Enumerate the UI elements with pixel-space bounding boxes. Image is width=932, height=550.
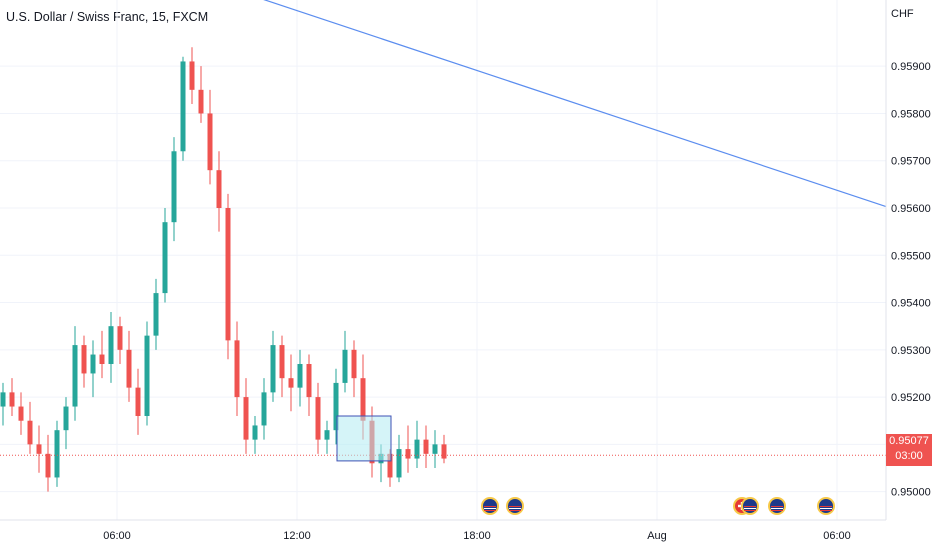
candle-body bbox=[207, 113, 213, 171]
candle-body bbox=[81, 345, 87, 374]
price-tick-label: 0.95800 bbox=[891, 108, 931, 120]
candle-body bbox=[297, 364, 303, 388]
time-tick-label: 06:00 bbox=[103, 530, 131, 542]
candle-body bbox=[261, 392, 267, 426]
candle-body bbox=[72, 345, 78, 407]
time-tick-label: Aug bbox=[647, 530, 667, 542]
chart-title: U.S. Dollar / Swiss Franc, 15, FXCM bbox=[6, 10, 209, 24]
trend-line bbox=[263, 0, 887, 208]
time-tick-label: 18:00 bbox=[463, 530, 491, 542]
us-flag-icon[interactable] bbox=[768, 497, 786, 515]
time-tick-label: 06:00 bbox=[823, 530, 851, 542]
candle-body bbox=[441, 444, 447, 459]
grid bbox=[0, 0, 886, 520]
candle-body bbox=[279, 345, 285, 379]
us-flag-icon[interactable] bbox=[506, 497, 524, 515]
candle-body bbox=[9, 392, 15, 407]
candle-body bbox=[234, 340, 240, 398]
candle-body bbox=[333, 382, 339, 431]
candle-body bbox=[45, 453, 51, 478]
candle-body bbox=[405, 449, 411, 459]
candle-body bbox=[144, 335, 150, 416]
candle-body bbox=[288, 378, 294, 388]
time-axis: 06:0012:0018:00Aug06:0012:0018:00206:001… bbox=[103, 530, 851, 542]
candle-body bbox=[54, 430, 60, 478]
bar-countdown: 03:00 bbox=[895, 450, 923, 462]
candle-body bbox=[117, 326, 123, 350]
candle-body bbox=[324, 430, 330, 440]
price-tick-label: 0.95000 bbox=[891, 487, 931, 499]
candle-body bbox=[225, 208, 231, 341]
price-tick-label: 0.95300 bbox=[891, 345, 931, 357]
price-tick-label: 0.95400 bbox=[891, 298, 931, 310]
candle-body bbox=[360, 378, 366, 421]
time-tick-label: 12:00 bbox=[283, 530, 311, 542]
price-axis: 0.95900 0.95800 0.95700 0.95600 0.95500 0.954… bbox=[891, 61, 931, 498]
candle-body bbox=[396, 449, 402, 478]
currency-label: CHF bbox=[891, 8, 914, 20]
candle-body bbox=[189, 61, 195, 90]
price-tick-label: 0.95500 bbox=[891, 250, 931, 262]
candle-body bbox=[252, 425, 258, 440]
candle-body bbox=[243, 397, 249, 440]
candle-body bbox=[171, 151, 177, 223]
price-tick-label: 0.95600 bbox=[891, 203, 931, 215]
price-tick-label: 0.95700 bbox=[891, 156, 931, 168]
candle-body bbox=[135, 387, 141, 416]
candle-body bbox=[432, 444, 438, 454]
candle-body bbox=[315, 397, 321, 440]
candle-body bbox=[216, 170, 222, 208]
candle-body bbox=[180, 61, 186, 152]
candle-body bbox=[306, 364, 312, 398]
candle-body bbox=[0, 392, 6, 407]
candle-body bbox=[423, 439, 429, 454]
candle-body bbox=[351, 349, 357, 379]
candle-body bbox=[108, 326, 114, 364]
candle-body bbox=[162, 222, 168, 294]
last-price-value: 0.95077 bbox=[889, 435, 929, 447]
candle-body bbox=[90, 354, 96, 374]
candle-body bbox=[126, 349, 132, 388]
candle-body bbox=[63, 406, 69, 431]
candle-body bbox=[153, 293, 159, 336]
candle-body bbox=[414, 439, 420, 459]
candle-body bbox=[387, 453, 393, 478]
price-range-box bbox=[336, 415, 392, 462]
price-tick-label: 0.95900 bbox=[891, 61, 931, 73]
us-flag-icon[interactable] bbox=[481, 497, 499, 515]
event-icons bbox=[481, 497, 835, 515]
us-flag-icon[interactable] bbox=[817, 497, 835, 515]
us-flag-icon[interactable] bbox=[741, 497, 759, 515]
price-tick-label: 0.95200 bbox=[891, 392, 931, 404]
candle-body bbox=[198, 89, 204, 114]
candle-body bbox=[27, 420, 33, 445]
candle-body bbox=[270, 345, 276, 393]
candle-body bbox=[36, 444, 42, 454]
candle-body bbox=[18, 406, 24, 421]
last-price-badge: 0.95077 03:00 bbox=[886, 434, 932, 466]
candle-body bbox=[99, 354, 105, 364]
candle-body bbox=[342, 349, 348, 383]
